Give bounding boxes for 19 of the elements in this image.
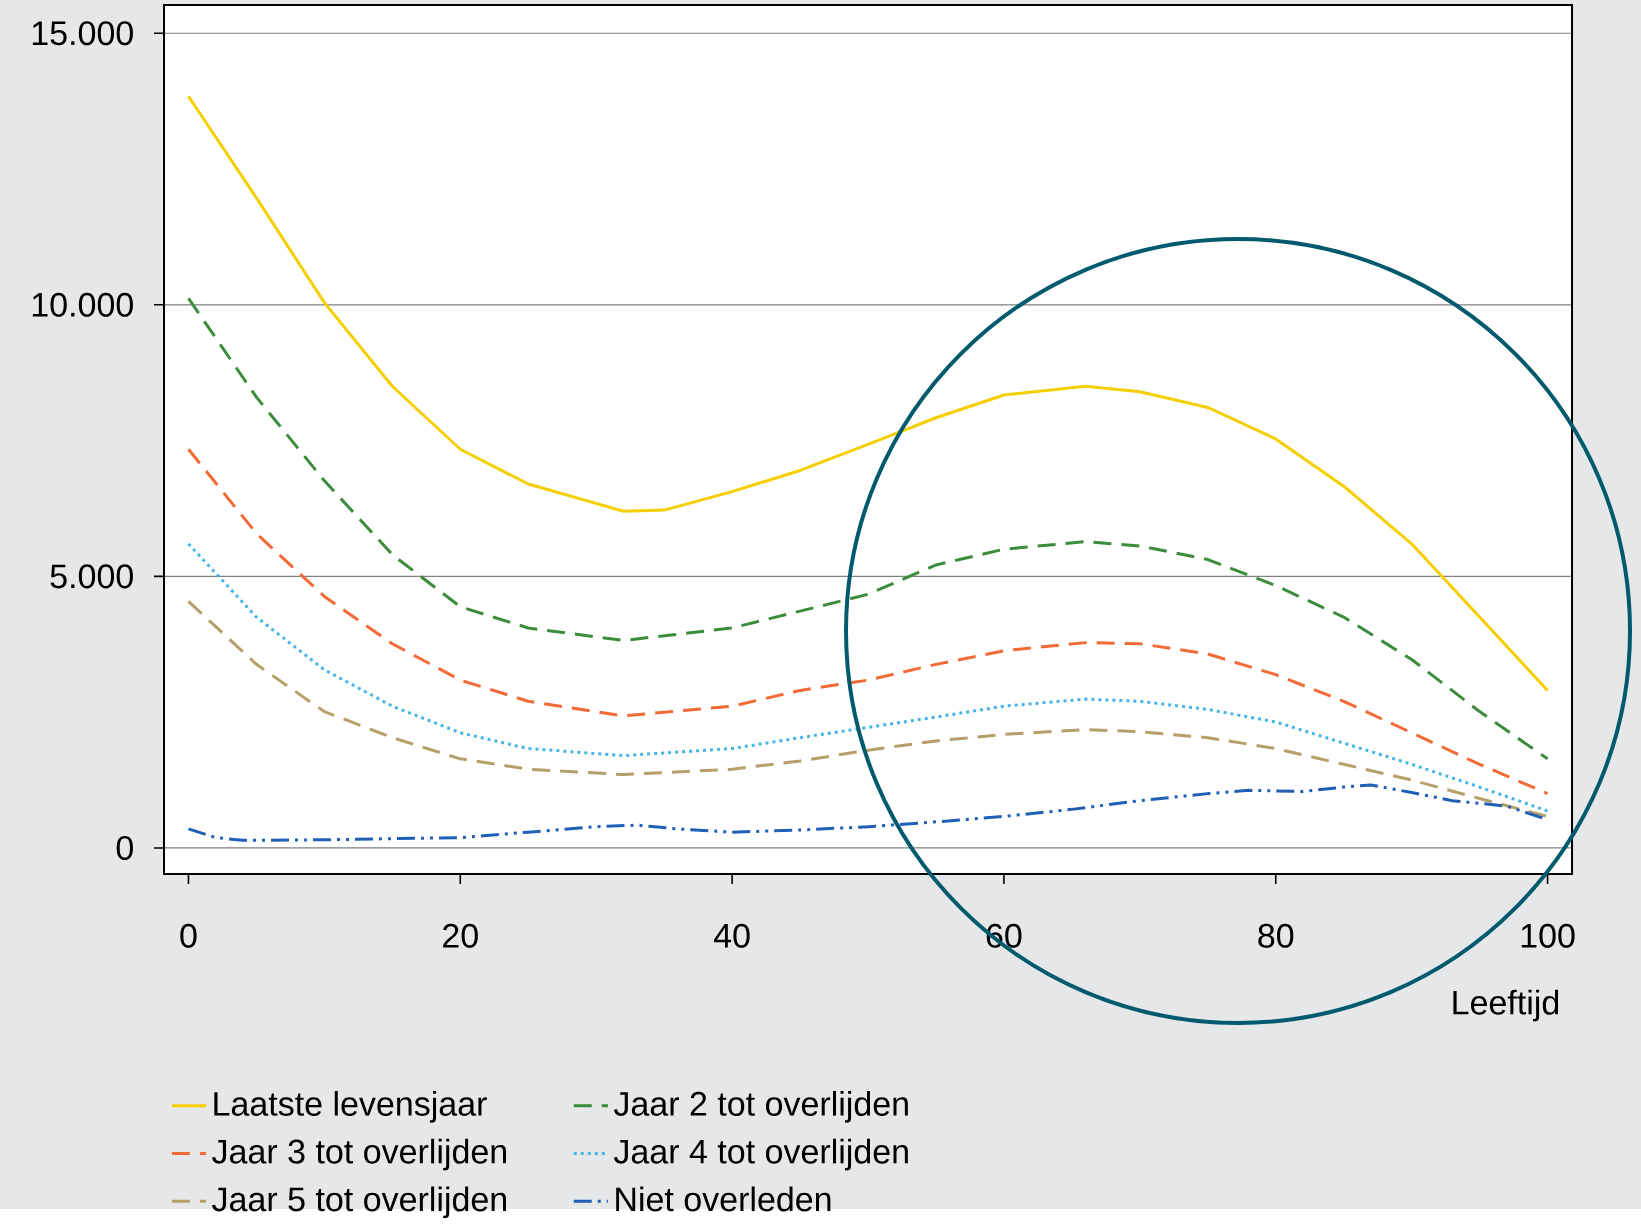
x-tick-label: 100: [1521, 923, 1575, 948]
y-tick-label: 5.000: [50, 564, 133, 589]
legend-label: Jaar 3 tot overlijden: [212, 1138, 506, 1171]
legend-label: Jaar 4 tot overlijden: [613, 1138, 908, 1171]
line-series: [186, 296, 1550, 761]
x-axis-title: Leeftijd: [1453, 989, 1559, 1022]
legend-label: Laatste levensjaar: [214, 1090, 487, 1123]
legend-label: Niet overleden: [616, 1186, 831, 1212]
x-tick-label: 0: [180, 923, 197, 948]
y-tick-label: 0: [116, 835, 133, 860]
legend-label: Jaar 5 tot overlijden: [212, 1186, 506, 1219]
legend-label: Jaar 2 tot overlijden: [613, 1090, 908, 1123]
line-series: [186, 94, 1550, 692]
x-tick-label: 80: [1258, 923, 1294, 948]
x-tick-label: 40: [713, 923, 750, 948]
y-tick-label: 10.000: [32, 292, 133, 317]
y-tick-label: 15.000: [32, 21, 133, 46]
line-series: [186, 447, 1550, 796]
x-tick-label: 20: [443, 923, 478, 948]
